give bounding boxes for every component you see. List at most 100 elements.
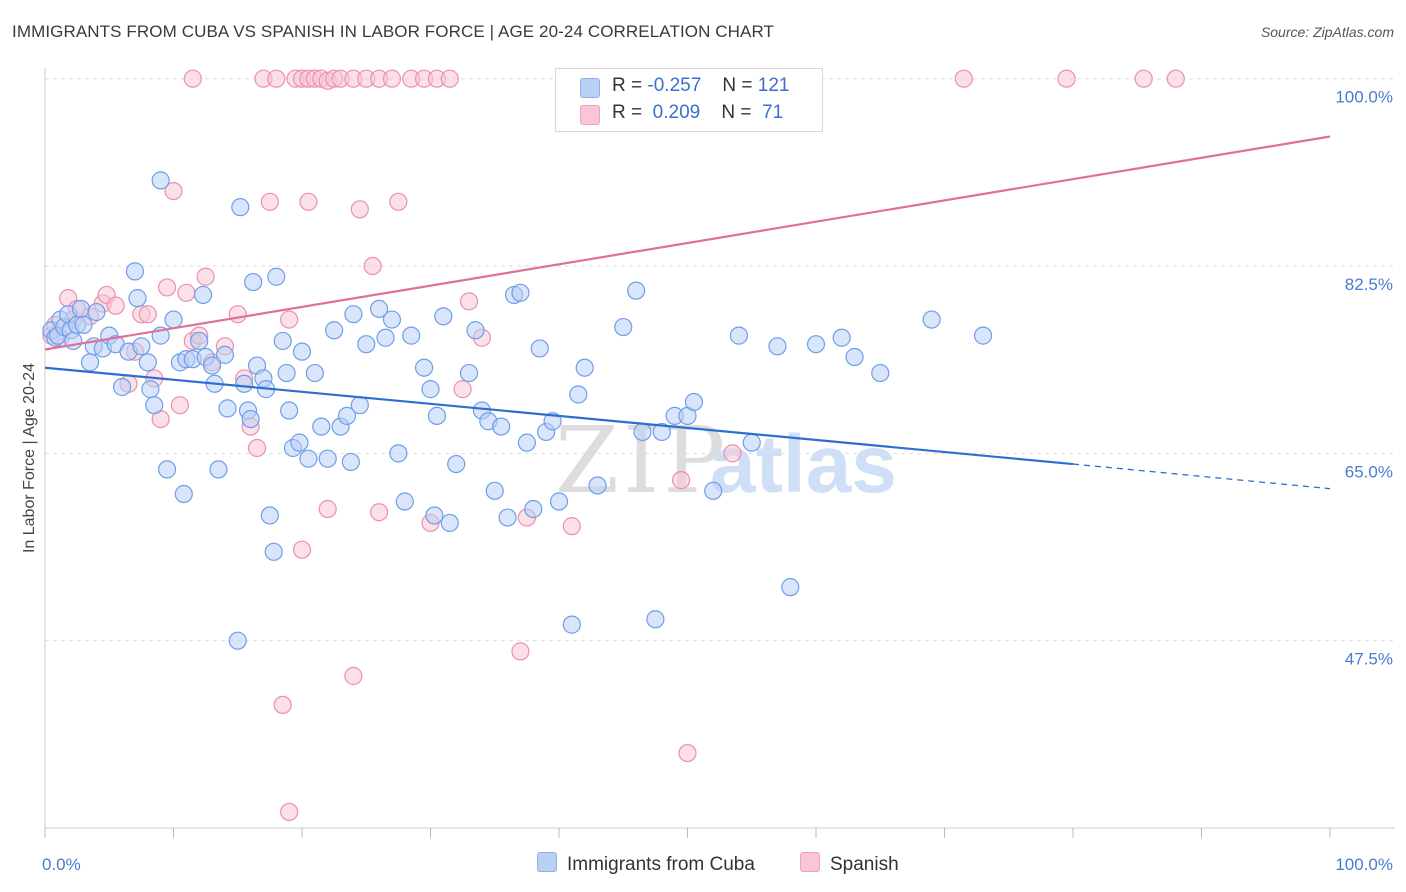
point-cuba — [141, 380, 160, 399]
point-cuba — [260, 506, 279, 525]
trend-lines — [44, 135, 1331, 490]
point-spanish — [157, 278, 177, 297]
point-spanish — [106, 296, 125, 315]
point-spanish — [196, 267, 215, 286]
point-spanish — [459, 292, 479, 311]
point-spanish — [344, 666, 363, 686]
trend-line-spanish — [44, 135, 1331, 351]
point-spanish — [280, 802, 299, 822]
point-cuba — [684, 392, 704, 412]
point-spanish — [177, 283, 196, 302]
point-cuba — [806, 335, 826, 354]
point-cuba — [74, 315, 93, 335]
bottom-legend-swatch-cuba — [537, 852, 557, 872]
point-spanish — [260, 192, 279, 211]
point-cuba — [357, 335, 376, 354]
y-axis-title: In Labor Force | Age 20-24 — [21, 363, 38, 553]
point-cuba — [569, 385, 588, 404]
point-cuba — [128, 289, 147, 308]
point-cuba — [434, 307, 453, 326]
point-spanish — [1057, 69, 1076, 88]
point-spanish — [370, 503, 389, 522]
point-spanish — [292, 540, 312, 559]
point-cuba — [325, 321, 344, 340]
point-cuba — [215, 345, 234, 364]
point-cuba — [575, 358, 594, 377]
point-cuba — [498, 508, 517, 527]
point-cuba — [832, 328, 851, 347]
bottom-legend-spanish: Spanish — [800, 852, 899, 876]
point-spanish — [228, 305, 247, 324]
point-cuba — [267, 267, 286, 286]
point-cuba — [781, 578, 800, 597]
x-tick-label-max: 100.0% — [1335, 855, 1393, 874]
point-cuba — [614, 317, 633, 337]
point-cuba — [395, 492, 414, 511]
point-cuba — [376, 328, 395, 347]
bottom-legend-cuba: Immigrants from Cuba — [537, 852, 755, 876]
point-cuba — [466, 321, 485, 340]
point-cuba — [145, 396, 164, 415]
point-spanish — [453, 380, 472, 399]
point-cuba — [973, 326, 993, 345]
point-cuba — [125, 262, 145, 281]
point-cuba — [341, 452, 360, 472]
point-cuba — [112, 377, 132, 397]
y-tick-labels: 100.0% 82.5% 65.0% 47.5% — [1335, 88, 1393, 669]
y-tick-label: 100.0% — [1335, 88, 1393, 107]
legend-swatch-spanish — [580, 105, 600, 125]
point-cuba — [485, 481, 504, 500]
point-cuba — [646, 610, 665, 629]
axes — [44, 68, 1395, 838]
point-cuba — [652, 422, 671, 442]
point-spanish — [170, 396, 190, 415]
point-cuba — [389, 444, 408, 463]
point-cuba — [562, 615, 581, 634]
point-cuba — [344, 305, 363, 324]
grid-lines — [45, 78, 1395, 642]
point-cuba — [80, 353, 100, 372]
point-cuba — [626, 281, 646, 300]
point-cuba — [202, 356, 222, 375]
y-tick-label: 47.5% — [1345, 650, 1393, 669]
point-cuba — [337, 406, 357, 425]
point-spanish — [389, 192, 408, 211]
point-cuba — [244, 272, 263, 292]
point-spanish — [671, 471, 691, 490]
point-cuba — [318, 449, 337, 468]
bottom-legend-swatch-spanish — [800, 852, 820, 872]
point-cuba — [543, 412, 562, 431]
trend-line-cuba — [44, 366, 1074, 466]
legend-text-spanish: R = 0.209 N = 71 — [612, 102, 784, 123]
point-cuba — [922, 310, 941, 329]
point-cuba — [382, 310, 402, 329]
x-tick-label-min: 0.0% — [42, 855, 81, 874]
point-spanish — [273, 695, 292, 715]
point-cuba — [459, 363, 479, 383]
point-cuba — [190, 331, 209, 351]
point-cuba — [492, 417, 511, 436]
point-spanish — [723, 444, 742, 463]
point-spanish — [164, 181, 183, 201]
point-cuba — [729, 326, 749, 345]
point-spanish — [247, 438, 267, 458]
scatter-points — [42, 69, 1185, 822]
correlation-legend: R = -0.257 N = 121 R = 0.209 N = 71 — [555, 68, 823, 132]
point-cuba — [402, 326, 421, 345]
point-cuba — [235, 374, 254, 393]
y-tick-label: 82.5% — [1345, 275, 1393, 294]
point-cuba — [280, 401, 299, 420]
bottom-legend-label-cuba: Immigrants from Cuba — [567, 854, 755, 875]
point-cuba — [193, 285, 213, 305]
point-spanish — [318, 499, 337, 519]
point-cuba — [299, 449, 318, 468]
point-spanish — [267, 69, 286, 88]
legend-swatch-cuba — [580, 78, 600, 98]
point-cuba — [273, 331, 292, 351]
point-cuba — [549, 492, 569, 511]
watermark-atlas: atlas — [710, 419, 897, 510]
point-spanish — [299, 192, 318, 211]
point-cuba — [87, 302, 106, 322]
point-cuba — [511, 283, 530, 302]
